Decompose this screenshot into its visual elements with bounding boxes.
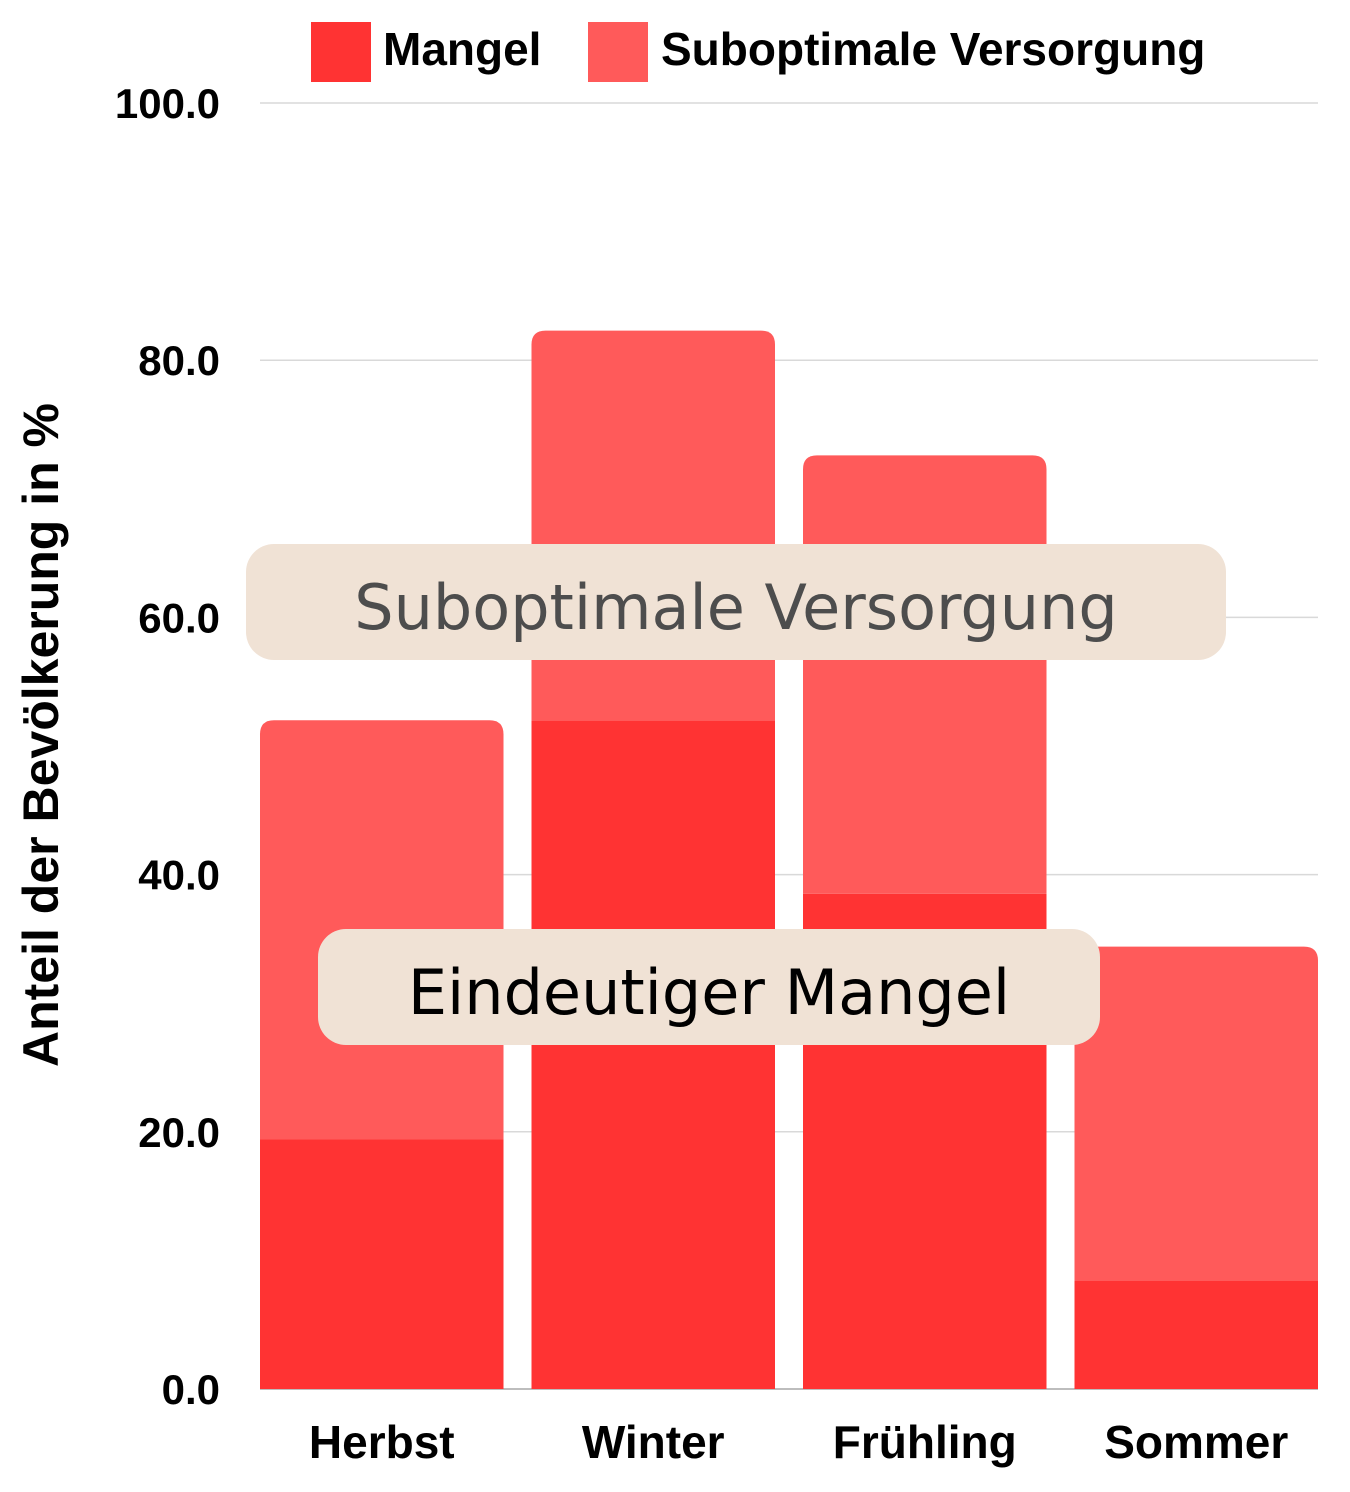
y-tick-label: 60.0 bbox=[138, 594, 220, 641]
bars bbox=[260, 330, 1318, 1389]
x-tick-label-winter: Winter bbox=[582, 1416, 725, 1468]
bar-winter-suboptimale-versorgung bbox=[531, 330, 775, 721]
x-tick-labels: Herbst Winter Frühling Sommer bbox=[309, 1416, 1288, 1468]
legend-swatch-mangel bbox=[311, 22, 371, 82]
y-tick-label: 40.0 bbox=[138, 852, 220, 899]
y-tick-label: 20.0 bbox=[138, 1109, 220, 1156]
bar-winter-mangel bbox=[531, 720, 775, 1389]
bar-sommer-suboptimale-versorgung bbox=[1074, 946, 1318, 1281]
x-tick-label-herbst: Herbst bbox=[309, 1416, 455, 1468]
y-axis-title: Anteil der Bevölkerung in % bbox=[13, 403, 69, 1067]
legend-swatch-suboptimale-versorgung bbox=[588, 22, 648, 82]
legend-label-mangel: Mangel bbox=[383, 23, 541, 75]
y-tick-label: 0.0 bbox=[162, 1366, 220, 1413]
y-tick-labels: 0.0 20.0 40.0 60.0 80.0 100.0 bbox=[115, 80, 220, 1413]
bar-sommer-mangel bbox=[1074, 1280, 1318, 1389]
annotation-text-eindeutiger-mangel: Eindeutiger Mangel bbox=[408, 956, 1010, 1029]
bar-herbst-mangel bbox=[260, 1139, 504, 1389]
annotation-box-eindeutiger-mangel bbox=[318, 929, 1100, 1045]
bar-frühling-suboptimale-versorgung bbox=[803, 455, 1047, 894]
legend-label-suboptimale-versorgung: Suboptimale Versorgung bbox=[661, 23, 1205, 75]
annotation-box-suboptimale-versorgung bbox=[246, 544, 1226, 660]
x-tick-label-frühling: Frühling bbox=[833, 1416, 1017, 1468]
y-tick-label: 100.0 bbox=[115, 80, 220, 127]
annotation-text-suboptimale-versorgung: Suboptimale Versorgung bbox=[354, 571, 1117, 644]
y-tick-label: 80.0 bbox=[138, 337, 220, 384]
legend: Mangel Suboptimale Versorgung bbox=[311, 22, 1205, 82]
annotation-suboptimale-versorgung: Suboptimale Versorgung bbox=[246, 544, 1226, 660]
x-tick-label-sommer: Sommer bbox=[1104, 1416, 1288, 1468]
annotation-eindeutiger-mangel: Eindeutiger Mangel bbox=[318, 929, 1100, 1045]
